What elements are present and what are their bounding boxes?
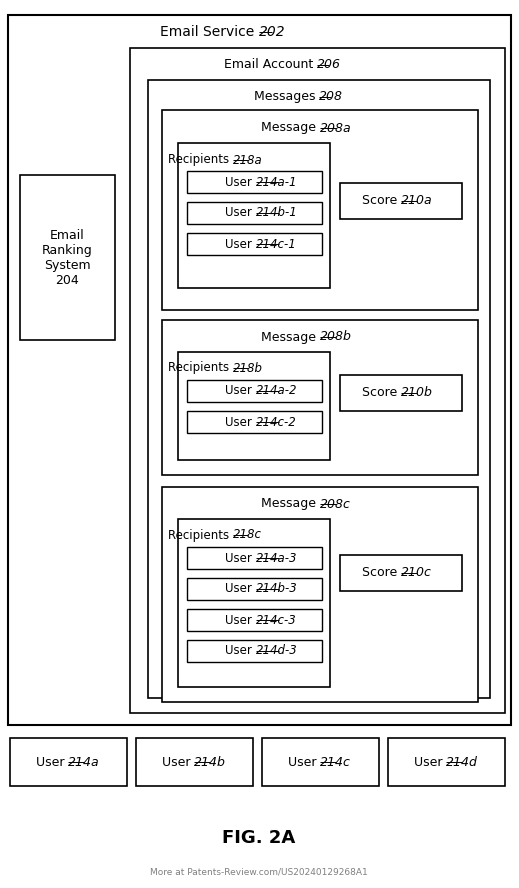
Bar <box>262 738 379 786</box>
Text: 208: 208 <box>319 91 343 104</box>
Bar <box>8 15 511 725</box>
Text: Email
Ranking
System
204: Email Ranking System 204 <box>42 229 92 287</box>
Text: Recipients: Recipients <box>168 528 233 542</box>
Text: 218c: 218c <box>233 528 262 542</box>
Text: FIG. 2A: FIG. 2A <box>222 829 296 847</box>
Text: 208c: 208c <box>320 497 351 511</box>
Text: 210c: 210c <box>401 567 432 580</box>
Text: 214a-1: 214a-1 <box>256 176 297 188</box>
Bar <box>178 352 330 460</box>
Text: User: User <box>414 756 446 768</box>
Text: 202: 202 <box>259 25 285 39</box>
Bar <box>178 143 330 288</box>
Text: 210a: 210a <box>401 194 433 208</box>
Text: Recipients: Recipients <box>168 154 233 167</box>
Bar <box>136 738 253 786</box>
Text: More at Patents-Review.com/US20240129268A1: More at Patents-Review.com/US20240129268… <box>150 868 368 876</box>
Bar <box>187 547 322 569</box>
Text: User: User <box>225 416 256 429</box>
Bar <box>10 738 127 786</box>
Text: 214c-3: 214c-3 <box>256 614 297 627</box>
Bar <box>148 80 490 698</box>
Text: 208b: 208b <box>320 330 352 344</box>
Text: 214c: 214c <box>320 756 351 768</box>
Text: 214a-2: 214a-2 <box>256 385 297 398</box>
Text: 214b-1: 214b-1 <box>256 207 298 219</box>
Bar <box>162 320 478 475</box>
Bar <box>187 202 322 224</box>
Text: User: User <box>225 385 256 398</box>
Text: 214d: 214d <box>446 756 478 768</box>
Text: 214b-3: 214b-3 <box>256 583 298 596</box>
Text: 214c-2: 214c-2 <box>256 416 297 429</box>
Text: Email Service: Email Service <box>160 25 259 39</box>
Text: 218a: 218a <box>233 154 263 167</box>
Text: User: User <box>225 207 256 219</box>
Text: 214d-3: 214d-3 <box>256 645 298 657</box>
Text: Message: Message <box>261 330 320 344</box>
Text: 214a-3: 214a-3 <box>256 551 297 565</box>
Bar <box>162 487 478 702</box>
Bar <box>162 110 478 310</box>
Text: User: User <box>225 551 256 565</box>
Bar <box>187 233 322 255</box>
Text: Messages: Messages <box>253 91 319 104</box>
Text: User: User <box>225 583 256 596</box>
Text: User: User <box>35 756 68 768</box>
Text: User: User <box>161 756 194 768</box>
Text: User: User <box>225 237 256 250</box>
Bar <box>178 519 330 687</box>
Bar <box>388 738 505 786</box>
Bar <box>340 183 462 219</box>
Text: Score: Score <box>362 386 401 400</box>
Bar <box>187 609 322 631</box>
Text: Message: Message <box>261 497 320 511</box>
Bar <box>20 175 115 340</box>
Text: User: User <box>225 645 256 657</box>
Text: 214a: 214a <box>68 756 100 768</box>
Text: Recipients: Recipients <box>168 361 233 375</box>
Bar <box>187 411 322 433</box>
Text: User: User <box>225 176 256 188</box>
Text: 210b: 210b <box>401 386 433 400</box>
Text: 214c-1: 214c-1 <box>256 237 297 250</box>
Text: 206: 206 <box>317 59 341 72</box>
Text: 218b: 218b <box>233 361 263 375</box>
Bar <box>340 555 462 591</box>
Text: Message: Message <box>261 122 320 134</box>
Text: User: User <box>225 614 256 627</box>
Bar <box>340 375 462 411</box>
Bar <box>187 171 322 193</box>
Text: 214b: 214b <box>194 756 226 768</box>
Bar <box>130 48 505 713</box>
Text: Score: Score <box>362 194 401 208</box>
Text: Score: Score <box>362 567 401 580</box>
Bar <box>187 578 322 600</box>
Text: User: User <box>288 756 320 768</box>
Bar <box>187 380 322 402</box>
Text: Email Account: Email Account <box>224 59 317 72</box>
Text: 208a: 208a <box>320 122 352 134</box>
Bar <box>187 640 322 662</box>
